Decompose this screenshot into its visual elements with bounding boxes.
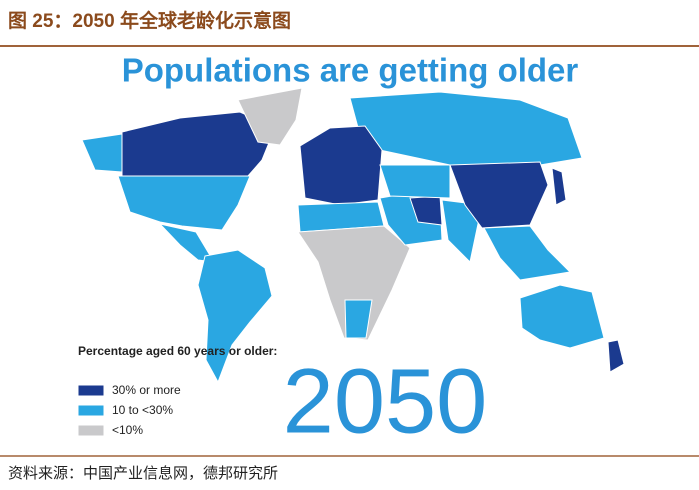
legend-label: <10% bbox=[112, 423, 143, 437]
legend-swatch bbox=[77, 424, 105, 437]
alaska bbox=[81, 133, 123, 173]
legend-label: 10 to <30% bbox=[112, 403, 173, 417]
china bbox=[449, 161, 549, 229]
legend-swatch bbox=[77, 404, 105, 417]
legend: Percentage aged 60 years or older: 30% o… bbox=[77, 344, 277, 437]
legend-swatch bbox=[77, 384, 105, 397]
southeast-asia bbox=[483, 225, 572, 281]
legend-title-text: Percentage aged 60 years or older: bbox=[78, 344, 277, 358]
figure-caption: 图 25：2050 年全球老龄化示意图 bbox=[8, 9, 291, 32]
southern-africa bbox=[344, 299, 373, 339]
legend-label: 30% or more bbox=[112, 383, 181, 397]
central-asia bbox=[379, 164, 451, 199]
new-zealand bbox=[607, 339, 625, 373]
australia bbox=[519, 284, 605, 349]
europe bbox=[299, 125, 383, 206]
year-label: 2050 bbox=[283, 350, 488, 452]
russia bbox=[349, 91, 583, 166]
legend-title: Percentage aged 60 years or older: bbox=[78, 344, 277, 358]
greenland bbox=[237, 87, 303, 146]
usa bbox=[117, 175, 251, 231]
africa bbox=[297, 225, 411, 341]
source-note: 资料来源：中国产业信息网，德邦研究所 bbox=[8, 464, 278, 482]
map-title: Populations are getting older bbox=[122, 52, 579, 89]
world-map bbox=[81, 87, 625, 384]
south-america bbox=[197, 249, 273, 384]
japan bbox=[551, 167, 567, 206]
